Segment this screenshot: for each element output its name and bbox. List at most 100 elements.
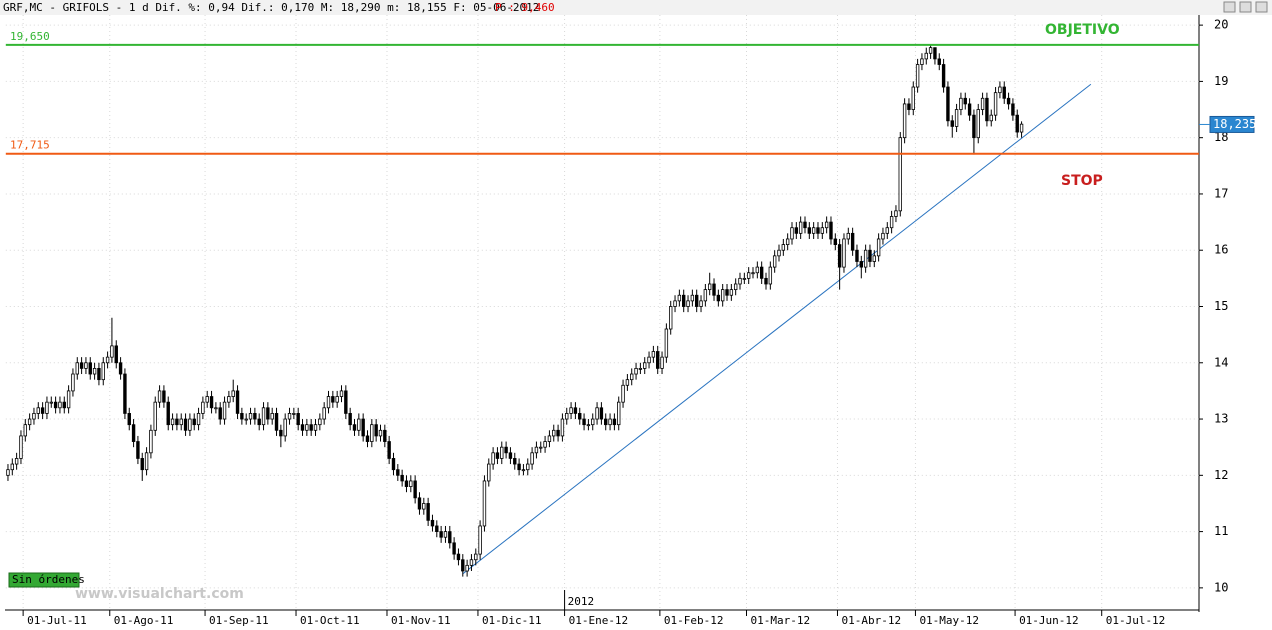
candle-body — [49, 401, 53, 404]
candle-body — [1002, 86, 1006, 99]
candle-body — [885, 227, 889, 234]
candle-body — [1019, 123, 1024, 133]
x-tick-label: 01-Ago-11 — [114, 614, 174, 627]
candle-body — [279, 429, 283, 437]
candle-body — [157, 390, 162, 403]
candle-body — [97, 367, 101, 381]
candle-body — [612, 418, 617, 426]
candle-body — [993, 92, 998, 116]
maximize-button[interactable] — [1239, 1, 1252, 13]
candle-body — [586, 424, 591, 427]
year-label: 2012 — [568, 595, 595, 608]
trend-line — [462, 83, 1092, 575]
candle-body — [309, 424, 313, 431]
y-tick-label: 17 — [1214, 186, 1228, 200]
candle-body — [179, 418, 183, 426]
candle-body — [643, 362, 647, 369]
candle-body — [582, 418, 586, 426]
candle-body — [859, 261, 863, 268]
candle-body — [144, 452, 149, 471]
candle-body — [240, 413, 244, 420]
candle-body — [296, 413, 300, 426]
candle-body — [478, 525, 482, 555]
candle-body — [391, 458, 396, 471]
candle-body — [591, 418, 595, 426]
candle-body — [417, 497, 422, 510]
candle-body — [162, 390, 166, 403]
candle-body — [712, 283, 716, 296]
candle-body — [530, 452, 534, 465]
candle-body — [539, 446, 543, 449]
candle-body — [599, 407, 604, 420]
candle-body — [621, 384, 625, 403]
candle-body — [27, 418, 32, 426]
close-button[interactable] — [1255, 1, 1268, 13]
candle-body — [201, 401, 205, 414]
candle-body — [374, 424, 378, 437]
x-tick-label: 01-Dic-11 — [482, 614, 542, 627]
watermark: www.visualchart.com — [75, 586, 244, 602]
candle-body — [23, 424, 27, 437]
candle-body — [881, 232, 885, 240]
candle-body — [759, 266, 764, 279]
candle-body — [352, 424, 357, 431]
candle-body — [816, 227, 820, 234]
candle-body — [669, 306, 673, 330]
candle-body — [305, 424, 309, 431]
header-bar — [0, 0, 1272, 15]
y-tick-label: 16 — [1214, 243, 1228, 257]
candle-body — [474, 553, 478, 561]
candle-body — [66, 390, 71, 409]
candle-body — [153, 401, 157, 431]
candle-body — [998, 86, 1002, 94]
candle-body — [651, 351, 656, 358]
candle-body — [963, 97, 967, 105]
candle-body — [738, 277, 742, 285]
y-tick-label: 14 — [1214, 355, 1228, 369]
x-tick-label: 01-Jul-11 — [27, 614, 87, 627]
y-tick-label: 20 — [1214, 18, 1228, 32]
candle-body — [660, 356, 664, 369]
candle-body — [941, 64, 946, 88]
candle-body — [339, 390, 344, 397]
candle-body — [837, 244, 842, 268]
candle-body — [192, 418, 196, 426]
candle-body — [361, 418, 365, 437]
candle-body — [625, 379, 630, 386]
y-tick-label: 15 — [1214, 299, 1228, 313]
candle-body — [378, 429, 383, 437]
candle-body — [114, 345, 118, 364]
minimize-button[interactable] — [1223, 1, 1236, 13]
candle-body — [222, 401, 227, 420]
candle-body — [404, 480, 409, 487]
candle-body — [500, 446, 504, 459]
candle-body — [595, 407, 599, 420]
candle-body — [677, 294, 682, 302]
candle-body — [751, 272, 755, 275]
candle-body — [902, 103, 907, 139]
candle-body — [889, 216, 894, 229]
candle-body — [924, 52, 928, 60]
candle-body — [396, 469, 400, 476]
candle-body — [357, 418, 361, 431]
candle-body — [491, 452, 495, 465]
candle-body — [32, 413, 36, 420]
candle-body — [58, 401, 62, 409]
candle-body — [972, 114, 976, 139]
candle-body — [257, 418, 261, 426]
candle-body — [772, 255, 777, 268]
candle-body — [928, 47, 933, 54]
candle-body — [140, 458, 144, 471]
candle-body — [638, 367, 643, 370]
candle-body — [40, 407, 45, 414]
status-box — [8, 572, 80, 588]
level-note: STOP — [1061, 173, 1103, 189]
candle-body — [517, 463, 521, 471]
candle-body — [430, 519, 435, 527]
candle-body — [127, 413, 131, 426]
candle-body — [513, 458, 517, 465]
candle-body — [101, 362, 105, 381]
candle-body — [261, 407, 266, 426]
candle-body — [487, 463, 491, 482]
candle-body — [36, 407, 40, 414]
